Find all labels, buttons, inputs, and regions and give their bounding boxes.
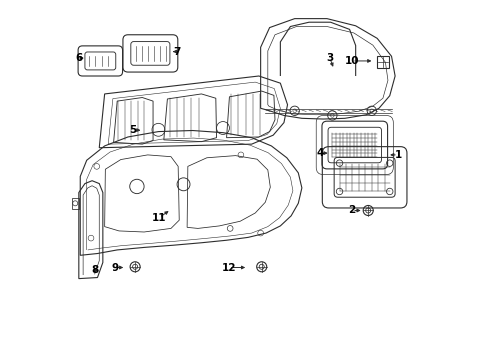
Text: 6: 6 xyxy=(75,53,82,63)
Text: 9: 9 xyxy=(111,262,118,273)
Text: 12: 12 xyxy=(221,262,236,273)
Text: 10: 10 xyxy=(344,56,359,66)
Text: 3: 3 xyxy=(325,53,333,63)
Text: 1: 1 xyxy=(393,150,401,160)
Text: 11: 11 xyxy=(152,213,166,222)
Text: 8: 8 xyxy=(91,265,98,275)
Text: 5: 5 xyxy=(129,125,136,135)
Text: 4: 4 xyxy=(315,148,323,158)
Text: 2: 2 xyxy=(348,206,355,216)
Text: 7: 7 xyxy=(173,46,181,57)
